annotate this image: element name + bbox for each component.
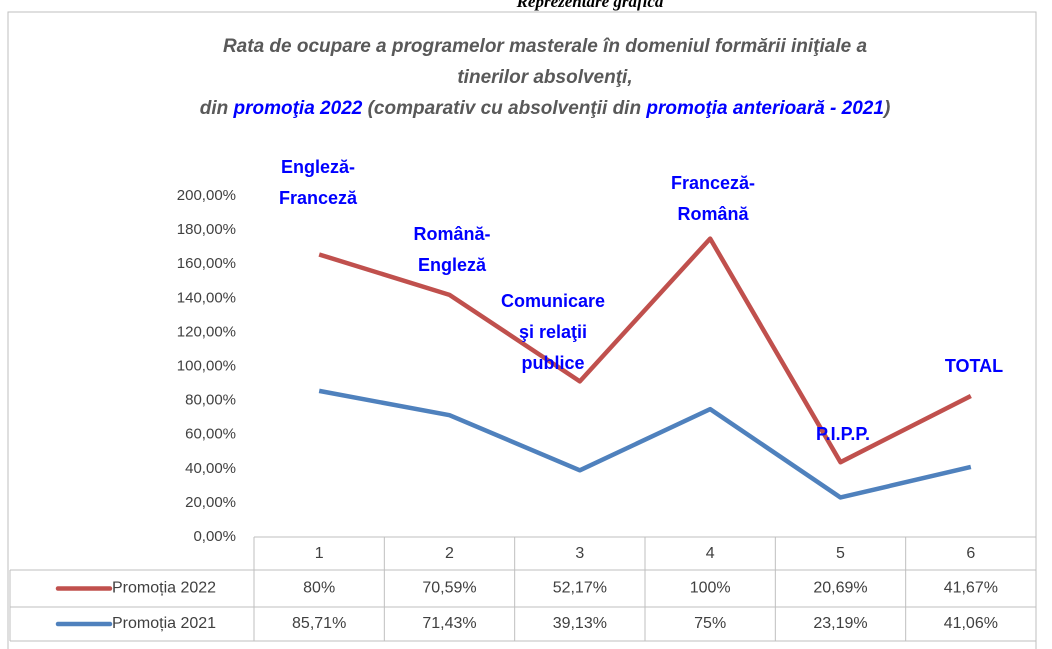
x-tick-label: 5 <box>836 545 845 562</box>
y-tick-label: 60,00% <box>185 426 236 443</box>
annotation: Engleză <box>418 255 487 275</box>
x-tick-label: 2 <box>445 545 454 562</box>
y-tick-label: 160,00% <box>177 255 236 272</box>
annotation: Comunicare <box>501 291 605 311</box>
annotation: Franceză- <box>671 173 755 193</box>
series-line <box>318 388 972 500</box>
title-part: ) <box>882 98 890 119</box>
y-tick-label: 180,00% <box>177 221 236 238</box>
y-tick-label: 120,00% <box>177 323 236 340</box>
annotation: Engleză- <box>281 157 355 177</box>
data-label: 75% <box>694 615 726 632</box>
legend-label: Promoția 2021 <box>112 615 216 632</box>
legend-label: Promoția 2022 <box>112 580 216 597</box>
data-label: 52,17% <box>553 580 607 597</box>
header: Reprezentare grafică <box>516 0 664 11</box>
title-part: din <box>200 98 234 119</box>
header-bg <box>440 0 740 10</box>
annotation: publice <box>521 353 584 373</box>
title-part: promoţia 2022 <box>233 98 363 119</box>
data-label: 41,06% <box>944 615 998 632</box>
annotation: TOTAL <box>945 356 1003 376</box>
y-tick-label: 0,00% <box>193 528 236 545</box>
annotation: Română <box>677 204 749 224</box>
chart-frame <box>7 11 1037 649</box>
y-tick-label: 80,00% <box>185 392 236 409</box>
data-label: 100% <box>690 580 731 597</box>
x-tick-label: 4 <box>706 545 715 562</box>
title-part: Rata de ocupare a programelor masterale … <box>223 36 868 57</box>
x-tick-label: 6 <box>966 545 975 562</box>
y-tick-label: 140,00% <box>177 289 236 306</box>
y-tick-label: 40,00% <box>185 460 236 477</box>
data-label: 20,69% <box>813 580 867 597</box>
annotation: Franceză <box>279 188 358 208</box>
data-label: 85,71% <box>292 615 346 632</box>
annotation: şi relaţii <box>519 322 587 342</box>
chart-title: Rata de ocupare a programelor masterale … <box>223 36 868 57</box>
annotation: Română- <box>413 224 490 244</box>
data-label: 80% <box>303 580 335 597</box>
title-part: (comparativ cu absolvenţii din <box>362 98 646 119</box>
chart-title: tinerilor absolvenţi, <box>457 67 632 88</box>
chart-title: din promoţia 2022 (comparativ cu absolve… <box>200 98 891 119</box>
series-line <box>318 236 972 465</box>
data-label: 39,13% <box>553 615 607 632</box>
x-tick-label: 3 <box>575 545 584 562</box>
data-label: 41,67% <box>944 580 998 597</box>
title-part: tinerilor absolvenţi, <box>457 67 632 88</box>
annotation: P.I.P.P. <box>816 424 870 444</box>
data-label: 71,43% <box>422 615 476 632</box>
x-tick-label: 1 <box>315 545 324 562</box>
title-part: promoţia anterioară - 2021 <box>645 98 884 119</box>
y-tick-label: 100,00% <box>177 357 236 374</box>
y-tick-label: 20,00% <box>185 494 236 511</box>
data-label: 70,59% <box>422 580 476 597</box>
y-tick-label: 200,00% <box>177 187 236 204</box>
data-label: 23,19% <box>813 615 867 632</box>
